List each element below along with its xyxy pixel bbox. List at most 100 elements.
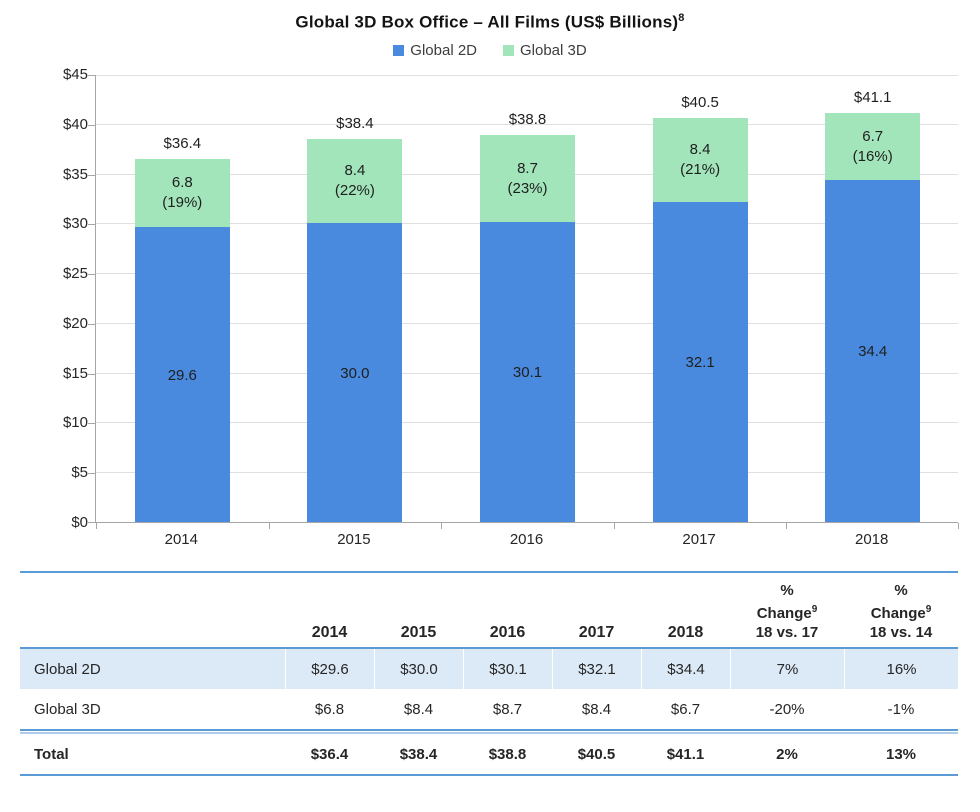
y-tick-mark: [88, 274, 96, 276]
bar-value-3d: 8.4: [344, 162, 366, 179]
bar-share-3d: (16%): [852, 147, 893, 165]
plot-area: 29.6 6.8 (19%) $36.4 30.0 8.4 (22%) $38.4 30.1 8.…: [88, 75, 959, 529]
x-tick-mark: [96, 523, 97, 529]
table-cell: -1%: [887, 700, 915, 718]
x-tick-mark: [441, 523, 443, 529]
table-header-year: 2018: [667, 624, 704, 641]
bar-total-label: $41.1: [853, 89, 892, 106]
table-cell: 13%: [885, 745, 917, 763]
x-tick-label: 2014: [164, 531, 198, 548]
table-row: Global 2D $29.6 $30.0 $30.1 $32.1 $34.4 7% 16%: [20, 649, 958, 689]
table-cell: $36.4: [310, 745, 349, 763]
table-cell: $30.1: [463, 649, 552, 689]
bar-segment-global-2d: [652, 202, 748, 522]
table-header-pct-change: % Change9 18 vs. 14: [844, 581, 958, 642]
table-header-year: 2016: [489, 624, 526, 641]
y-tick-label: $25: [62, 265, 88, 283]
bar-share-3d: (21%): [680, 161, 721, 178]
y-tick-label: $10: [62, 414, 88, 432]
pct-header-footnote-superscript: 9: [811, 604, 818, 615]
table-row-label: Global 3D: [34, 700, 101, 718]
y-tick-mark: [88, 423, 96, 425]
bar-value-label-2d: 30.1: [512, 364, 543, 381]
x-tick-label: 2015: [337, 531, 371, 548]
bar-share-3d: (19%): [162, 194, 203, 211]
table-header-row: 2014 2015 2016 2017 2018% Change9 18 vs. 17% Ch…: [20, 573, 958, 649]
table-cell: $8.7: [492, 700, 523, 718]
x-tick-mark: [613, 523, 615, 529]
table-cell: $34.4: [641, 649, 730, 689]
pct-header-line2: Change9: [756, 604, 818, 622]
bar-value-label-2d: 34.4: [858, 343, 888, 360]
bar-group-2018: 34.4 6.7 (16%) $41.1: [825, 89, 921, 522]
table-cell: $32.1: [552, 649, 641, 689]
table-header-pct-change: % Change9 18 vs. 17: [730, 581, 844, 642]
bar-share-3d: (22%): [334, 182, 375, 199]
bar-segment-global-2d: [825, 180, 921, 522]
bar-value-label-3d: 8.4 (21%): [653, 140, 748, 180]
chart-title-footnote-superscript: 8: [678, 12, 685, 24]
y-axis: $0 $5 $10 $15 $20 $25 $30 $35 $40 $45: [24, 66, 88, 531]
bar-group-2017: 32.1 8.4 (21%) $40.5: [652, 94, 748, 522]
legend-label: Global 3D: [520, 42, 587, 59]
table-cell: $38.8: [488, 745, 527, 763]
table-row-label: Global 2D: [34, 660, 101, 678]
gridline: [96, 75, 958, 76]
bar-segment-global-2d: [480, 222, 575, 522]
bar-segment-global-3d: [134, 159, 230, 227]
table-cell: 7%: [730, 649, 844, 689]
bar-value-label-3d: 8.4 (22%): [307, 161, 402, 201]
y-tick-mark: [88, 373, 96, 375]
y-tick-mark: [88, 124, 96, 126]
y-tick-label: $20: [62, 314, 88, 332]
bar-segment-global-2d: [134, 227, 230, 522]
y-tick-mark: [88, 473, 96, 475]
bar-value-3d: 6.8: [171, 174, 193, 191]
bar-total-label: $36.4: [163, 135, 202, 152]
pct-header-line1: %: [894, 582, 908, 599]
table-cell: $30.0: [374, 649, 463, 689]
chart-title-text: Global 3D Box Office – All Films (US$ Bi…: [295, 12, 679, 32]
table-bottom-rule: [20, 774, 958, 776]
chart-title: Global 3D Box Office – All Films (US$ Bi…: [0, 12, 980, 33]
legend-label: Global 2D: [410, 42, 477, 59]
bar-share-3d: (23%): [507, 179, 548, 197]
bar-value-label-3d: 8.7 (23%): [480, 159, 575, 199]
y-tick-mark: [88, 224, 96, 226]
bar-total-label: $38.4: [336, 115, 374, 132]
bar-value-label-3d: 6.8 (19%): [135, 173, 230, 213]
bar-value-label-3d: 6.7 (16%): [825, 127, 920, 167]
bar-value-3d: 6.7: [862, 127, 884, 145]
bar-segment-global-3d: [480, 135, 575, 222]
table-header-year: 2017: [578, 624, 615, 641]
table-cell: 2%: [776, 745, 798, 763]
bar-value-label-2d: 32.1: [685, 354, 715, 371]
table-row: Global 3D $6.8 $8.4 $8.7 $8.4 $6.7 -20% -1%: [20, 689, 958, 729]
table-total-divider: [20, 729, 958, 734]
pct-header-line3: 18 vs. 17: [755, 624, 819, 641]
bar-value-3d: 8.7: [517, 159, 538, 177]
gridline: [96, 123, 958, 125]
table-cell: $6.7: [670, 700, 701, 718]
y-tick-label: $45: [62, 66, 88, 83]
table-cell: $8.4: [581, 700, 612, 718]
data-table: 2014 2015 2016 2017 2018% Change9 18 vs. 17% Ch…: [20, 571, 958, 776]
y-tick-mark: [88, 323, 96, 325]
bar-group-2014: 29.6 6.8 (19%) $36.4: [134, 135, 230, 522]
y-tick-label: $30: [62, 215, 88, 233]
table-cell: $8.4: [403, 700, 434, 718]
bar-group-2016: 30.1 8.7 (23%) $38.8: [480, 111, 575, 522]
x-tick-mark: [786, 523, 788, 529]
table-cell: $41.1: [666, 745, 705, 763]
bar-total-label: $40.5: [681, 94, 719, 111]
table-row-label: Total: [34, 745, 69, 763]
bar-segment-global-3d: [652, 118, 748, 202]
bar-segment-global-3d: [825, 113, 921, 180]
y-tick-mark: [88, 522, 96, 523]
table-cell: -20%: [769, 700, 805, 718]
table-header-year: 2015: [400, 624, 437, 641]
table-cell: $6.8: [314, 700, 345, 718]
x-tick-label: 2016: [509, 531, 544, 548]
pct-header-line3: 18 vs. 14: [869, 624, 933, 641]
